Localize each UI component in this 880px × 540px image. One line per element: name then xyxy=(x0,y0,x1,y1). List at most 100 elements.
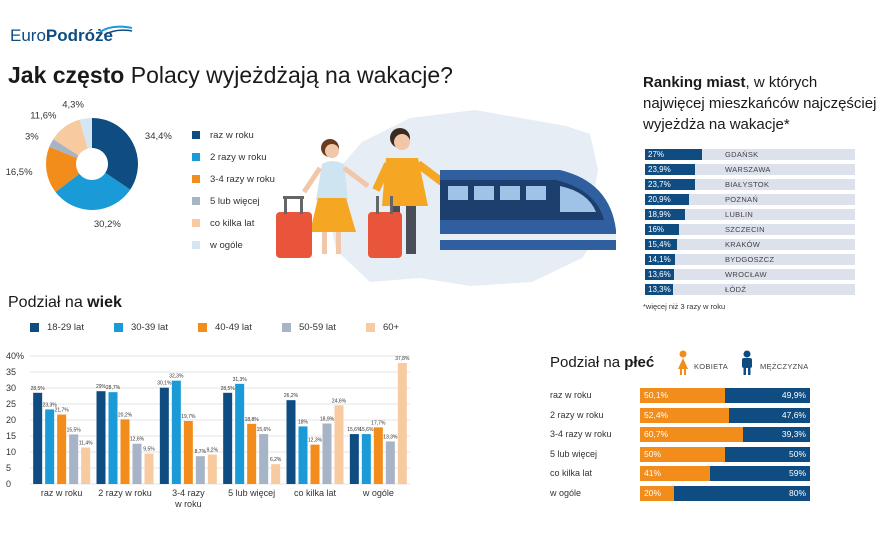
pie-value-label: 16,5% xyxy=(6,167,33,178)
y-tick-label: 15 xyxy=(6,431,16,441)
train-icon xyxy=(440,170,616,250)
ranking-bar xyxy=(645,269,674,280)
age-bar xyxy=(223,392,233,484)
legend-label: 40-49 lat xyxy=(214,322,252,333)
frequency-donut-chart: 34,4% 30,2% 16,5% 3% 11,6% 4,3% xyxy=(6,100,173,230)
suitcase-icon xyxy=(276,196,312,258)
legend-label: 5 lub więcej xyxy=(210,195,260,207)
age-bar xyxy=(195,456,205,484)
legend-swatch xyxy=(192,241,200,249)
ranking-city: GDAŃSK xyxy=(725,150,759,159)
man-icon xyxy=(742,350,752,375)
woman-bar: 60,7% xyxy=(640,427,744,442)
woman-traveler-icon xyxy=(301,139,370,254)
title-rest: Polacy wyjeżdżają na wakacje? xyxy=(124,62,453,88)
legend-swatch xyxy=(281,323,291,332)
ranking-value: 15,4% xyxy=(648,240,671,249)
pie-slice xyxy=(49,139,79,159)
age-bar-label: 28,7% xyxy=(106,385,121,391)
ranking-bar xyxy=(645,149,702,160)
age-bar xyxy=(132,443,142,484)
legend-man-label: MĘŻCZYZNA xyxy=(760,362,809,371)
x-category-label: co kilka lat xyxy=(294,488,337,498)
legend-swatch xyxy=(192,131,200,139)
ranking-row: 14,1% BYDGOSZCZ xyxy=(645,254,855,265)
age-bar-label: 11,4% xyxy=(79,441,93,447)
x-category-label: 2 razy w roku xyxy=(98,488,152,498)
age-legend-item: 60+ xyxy=(365,322,400,333)
swoosh-logo-icon xyxy=(99,25,133,36)
pie-value-label: 30,2% xyxy=(94,219,121,230)
suitcase-icon xyxy=(368,196,402,258)
ranking-row: 13,6% WROCŁAW xyxy=(645,269,855,280)
pie-value-label: 3% xyxy=(25,131,39,142)
title-bold: Jak często xyxy=(8,62,125,88)
age-bar xyxy=(171,380,181,484)
age-bar xyxy=(33,392,43,484)
woman-value: 60,7% xyxy=(644,429,669,439)
age-bar-label: 15,6% xyxy=(347,427,362,433)
gender-title-light: Podział na xyxy=(550,354,625,371)
age-bar-label: 18,8% xyxy=(245,417,260,423)
age-bar-label: 18% xyxy=(298,419,309,425)
age-bar xyxy=(96,391,106,484)
woman-value: 52,4% xyxy=(644,409,669,420)
ranking-row: 27% GDAŃSK xyxy=(645,149,855,160)
age-bar xyxy=(259,434,269,484)
man-value: 39,3% xyxy=(781,429,806,439)
frequency-legend: raz w roku 2 razy w roku 3-4 razy w roku 5 … xyxy=(192,124,275,256)
age-bar xyxy=(397,363,407,484)
woman-value: 50,1% xyxy=(644,390,669,400)
x-category-label: 5 lub więcej xyxy=(228,488,275,498)
age-bar-label: 26,2% xyxy=(284,393,299,399)
ranking-note: *więcej niż 3 razy w roku xyxy=(643,302,726,311)
gender-title-bold: płeć xyxy=(624,354,655,371)
legend-label: 50-59 lat xyxy=(298,322,336,333)
ranking-city: WROCŁAW xyxy=(725,270,767,279)
age-chart-title: Podział na wiek xyxy=(8,294,122,312)
legend-item: raz w roku xyxy=(192,124,275,146)
woman-bar: 20% xyxy=(640,485,674,501)
ranking-row: 16% SZCZECIN xyxy=(645,224,855,235)
ranking-value: 16% xyxy=(648,225,665,234)
ranking-bar xyxy=(645,254,675,265)
man-value: 50% xyxy=(788,448,806,459)
pie-slice xyxy=(46,146,80,192)
ranking-bar xyxy=(645,284,673,295)
travel-illustration xyxy=(276,110,616,286)
gender-row: 20% 80% xyxy=(640,485,810,501)
woman-bar: 50% xyxy=(640,446,725,462)
gender-category-label: 5 lub więcej xyxy=(550,448,598,459)
age-bar-label: 28,5% xyxy=(221,386,236,392)
legend-item: co kilka lat xyxy=(192,212,275,234)
ranking-title: Ranking miast, w których najwięcej miesz… xyxy=(643,72,880,135)
legend-label: co kilka lat xyxy=(210,217,255,229)
man-value: 80% xyxy=(788,487,806,498)
legend-item: 3-4 razy w roku xyxy=(192,168,275,190)
y-tick-label: 35 xyxy=(6,367,16,377)
woman-bar: 50,1% xyxy=(640,388,726,403)
ranking-bar xyxy=(645,209,685,220)
man-value: 47,6% xyxy=(781,409,806,420)
age-bar-label: 15,5% xyxy=(67,427,82,433)
age-bar xyxy=(334,405,344,484)
legend-label: 30-39 lat xyxy=(130,322,168,333)
ranking-value: 23,9% xyxy=(648,165,671,174)
ranking-bar xyxy=(645,164,696,175)
man-bar: 49,9% xyxy=(725,388,810,403)
ranking-city: KRAKÓW xyxy=(725,240,761,249)
age-bar-label: 12,6% xyxy=(130,437,145,443)
ranking-city: LUBLIN xyxy=(725,210,754,219)
pie-slice xyxy=(79,118,92,149)
age-bar-label: 6,2% xyxy=(270,457,282,463)
legend-label: 60+ xyxy=(382,322,400,333)
brand-logo[interactable]: EuroPodróże xyxy=(10,26,113,46)
age-bar-label: 15,6% xyxy=(359,427,374,433)
age-bar-label: 12,3% xyxy=(308,438,323,444)
age-bar xyxy=(69,434,79,484)
age-bar xyxy=(235,383,245,484)
ranking-city: SZCZECIN xyxy=(725,225,765,234)
y-tick-label: 40% xyxy=(6,351,24,361)
age-bar-label: 29% xyxy=(96,384,107,390)
ranking-city: BIAŁYSTOK xyxy=(725,180,770,189)
